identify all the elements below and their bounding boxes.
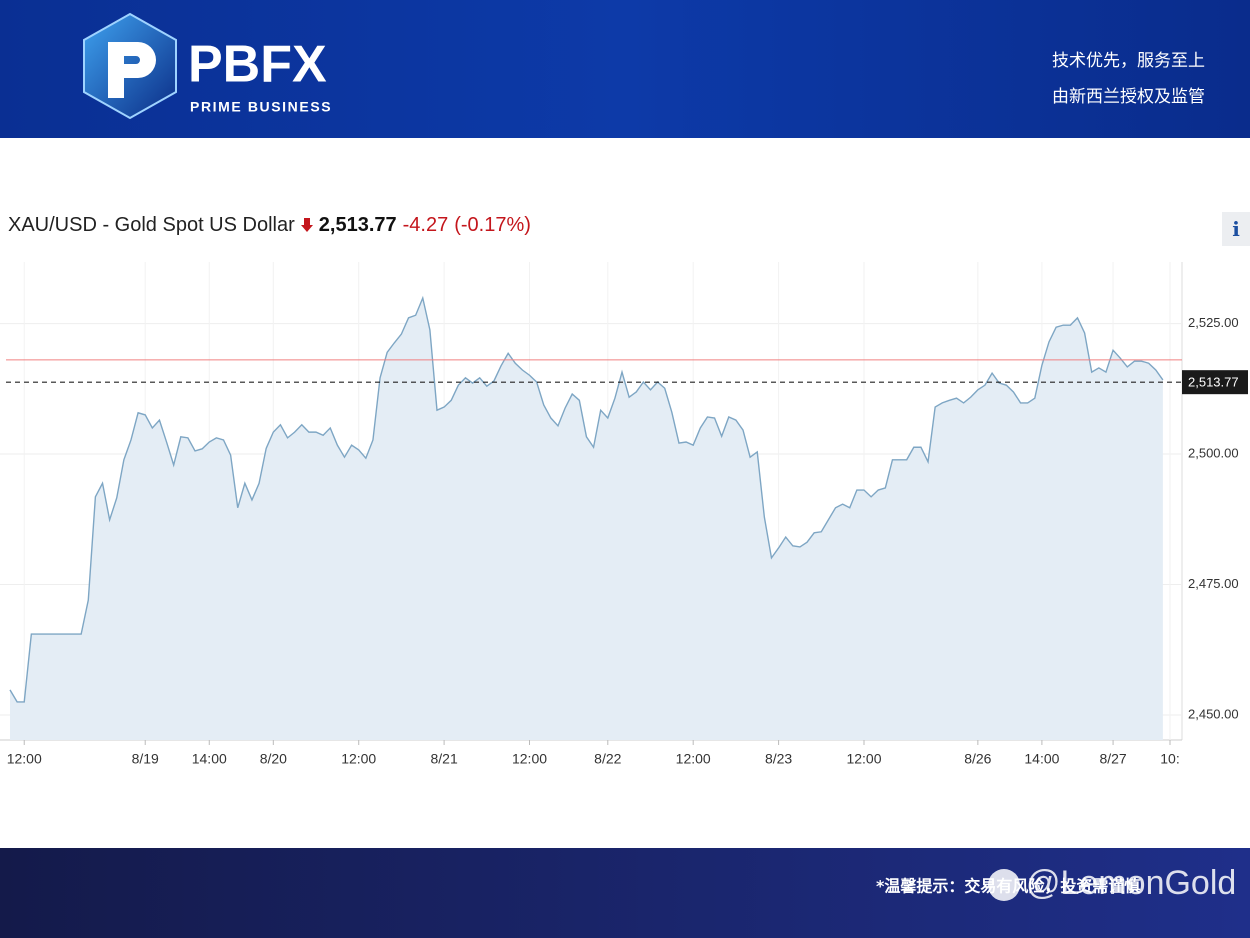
x-tick-label: 8/27 xyxy=(1099,751,1126,767)
price-line xyxy=(9,295,1164,703)
y-tick-label: 2,500.00 xyxy=(1188,445,1239,460)
chart-title: XAU/USD - Gold Spot US Dollar xyxy=(8,213,295,236)
x-tick-label: 12:00 xyxy=(846,751,881,767)
x-tick-label: 8/22 xyxy=(594,751,621,767)
watermark-icon xyxy=(988,869,1020,901)
x-tick-label: 8/20 xyxy=(260,751,287,767)
logo-subtitle: PRIME BUSINESS xyxy=(190,99,332,115)
last-price-tag-label: 2,513.77 xyxy=(1188,375,1239,390)
x-tick-label: 12:00 xyxy=(7,751,42,767)
price-change: -4.27 xyxy=(402,213,449,236)
x-tick-label: 14:00 xyxy=(192,751,227,767)
x-tick-label: 8/19 xyxy=(132,751,159,767)
title-row: XAU/USD - Gold Spot US Dollar 2,513.77 -… xyxy=(8,211,531,239)
last-price-tag xyxy=(1182,370,1248,395)
logo-p xyxy=(108,42,156,98)
x-tick-label: 12:00 xyxy=(676,751,711,767)
price-change-percent: (-0.17%) xyxy=(454,213,531,236)
slogan: 技术优先，服务至上 xyxy=(1052,51,1205,71)
info-button[interactable]: i xyxy=(1222,212,1250,246)
watermark: @LemonGold xyxy=(1026,864,1236,902)
footer-bar xyxy=(0,848,1250,938)
x-tick-label: 8/23 xyxy=(765,751,792,767)
last-price: 2,513.77 xyxy=(318,213,397,236)
x-tick-label: 8/21 xyxy=(430,751,457,767)
logo-text: PBFX xyxy=(188,36,327,94)
area xyxy=(10,298,1163,740)
x-tick-label: 12:00 xyxy=(512,751,547,767)
x-tick-label: 14:00 xyxy=(1024,751,1059,767)
y-tick-label: 2,475.00 xyxy=(1188,576,1239,591)
y-tick-label: 2,525.00 xyxy=(1188,315,1239,330)
down-arrow xyxy=(300,218,313,232)
y-tick-label: 2,450.00 xyxy=(1188,706,1239,721)
x-tick-label: 8/26 xyxy=(964,751,991,767)
regulation: 由新西兰授权及监管 xyxy=(1052,87,1205,107)
x-tick-label: 12:00 xyxy=(341,751,376,767)
header-bar xyxy=(0,0,1250,138)
x-tick-label: 10: xyxy=(1160,751,1179,767)
